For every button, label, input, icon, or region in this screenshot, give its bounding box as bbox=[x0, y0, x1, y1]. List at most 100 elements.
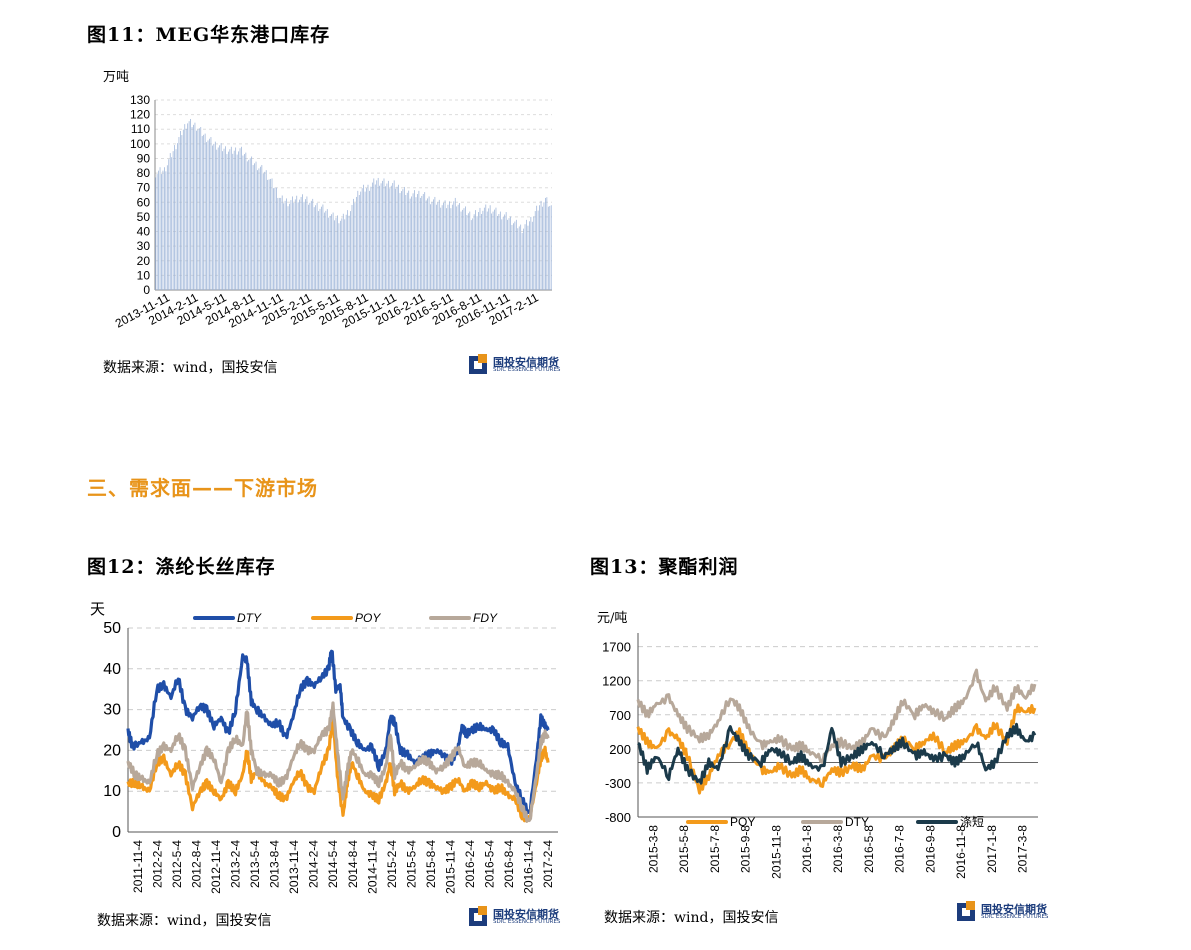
fig11-bar bbox=[207, 140, 209, 290]
fig11-bar bbox=[534, 211, 536, 290]
fig11-bar bbox=[182, 129, 184, 290]
fig11-bar bbox=[209, 138, 210, 290]
fig11-bar bbox=[257, 170, 258, 290]
fig11-bar bbox=[225, 146, 226, 290]
fig11-bar bbox=[514, 221, 516, 290]
fig11-bar bbox=[305, 199, 306, 290]
fig11-bar bbox=[499, 211, 501, 290]
fig11-ytick-label: 130 bbox=[130, 93, 150, 107]
fig11-bar bbox=[337, 215, 338, 290]
fig11-bar bbox=[433, 199, 434, 290]
fig11-bar bbox=[289, 203, 290, 290]
fig11-bar bbox=[339, 220, 341, 290]
fig12-ytick-label: 40 bbox=[103, 661, 121, 678]
fig11-bar bbox=[457, 204, 459, 290]
fig11-bar bbox=[364, 191, 366, 290]
fig11-bar bbox=[502, 216, 504, 290]
fig11-bar bbox=[427, 198, 428, 290]
fig11-bar bbox=[373, 178, 375, 290]
fig11-bar bbox=[261, 165, 263, 290]
fig11-bar bbox=[222, 151, 223, 290]
fig11-bar bbox=[491, 213, 492, 290]
fig13-ytick-label: 1200 bbox=[602, 674, 631, 689]
fig12-xtick-label: 2012-11-4 bbox=[209, 840, 223, 894]
fig11-bar bbox=[198, 128, 200, 290]
fig11-bar bbox=[409, 198, 411, 290]
fig11-bar bbox=[332, 212, 334, 290]
fig11-bar bbox=[210, 137, 212, 290]
fig11-bar bbox=[440, 207, 442, 290]
fig11-bar bbox=[497, 215, 498, 290]
fig11-bar bbox=[443, 202, 444, 290]
fig11-ytick-label: 80 bbox=[137, 166, 151, 180]
fig11-bar bbox=[539, 205, 540, 290]
fig11-bar bbox=[526, 219, 527, 290]
fig11-chart: 01020304050607080901001101201302013-11-1… bbox=[113, 93, 552, 331]
fig11-ytick-label: 0 bbox=[143, 283, 150, 297]
fig11-bar bbox=[489, 205, 491, 290]
fig12-xtick-label: 2012-5-4 bbox=[170, 840, 184, 888]
fig11-bar bbox=[438, 199, 440, 290]
fig11-bar bbox=[313, 207, 315, 290]
fig12-xtick-label: 2013-11-4 bbox=[287, 840, 301, 894]
fig11-bar bbox=[486, 211, 488, 290]
fig11-bar bbox=[518, 226, 520, 290]
fig11-bar bbox=[268, 179, 270, 290]
fig11-bar bbox=[517, 228, 519, 290]
fig11-bar bbox=[217, 147, 219, 290]
fig12-xtick-label: 2014-5-4 bbox=[326, 840, 340, 888]
fig11-bar bbox=[536, 205, 538, 290]
fig11-bar bbox=[465, 206, 466, 290]
fig11-bar bbox=[156, 174, 158, 290]
logo-mark-icon bbox=[955, 901, 977, 923]
fig11-bar bbox=[382, 180, 383, 290]
fig13-xtick-label: 2016-11-8 bbox=[954, 825, 968, 879]
fig11-bar bbox=[498, 214, 500, 290]
fig11-bar bbox=[520, 224, 522, 290]
fig11-bar bbox=[270, 178, 271, 290]
fig11-bar bbox=[294, 199, 296, 290]
fig11-bar bbox=[264, 171, 266, 290]
fig13-xtick-label: 2015-5-8 bbox=[677, 825, 691, 873]
fig11-bar bbox=[307, 204, 309, 290]
logo-en-text: SDIC ESSENCE FUTURES bbox=[493, 918, 561, 925]
fig11-bar bbox=[495, 207, 497, 290]
fig13-xtick-label: 2015-7-8 bbox=[708, 825, 722, 873]
fig11-bar bbox=[334, 220, 335, 290]
fig11-bar bbox=[360, 191, 362, 290]
fig11-bar bbox=[462, 209, 463, 290]
fig11-bar bbox=[515, 219, 517, 290]
fig11-bar bbox=[355, 196, 357, 290]
fig11-bar bbox=[453, 201, 455, 290]
fig11-bar bbox=[377, 177, 379, 290]
fig11-bar bbox=[392, 183, 394, 290]
fig12-ytick-label: 30 bbox=[103, 702, 121, 719]
fig11-bar bbox=[450, 208, 452, 290]
fig11-bar bbox=[494, 209, 495, 290]
fig11-bar bbox=[258, 168, 260, 290]
fig11-bar bbox=[469, 211, 471, 290]
fig12-xtick-label: 2012-2-4 bbox=[150, 840, 164, 888]
fig11-bar bbox=[244, 154, 245, 290]
fig11-bar bbox=[290, 200, 292, 290]
fig11-title: 图11：MEG华东港口库存 bbox=[87, 24, 331, 46]
fig11-bar bbox=[431, 201, 433, 290]
fig11-bar bbox=[180, 130, 181, 290]
fig11-bar bbox=[328, 217, 330, 290]
fig12-xtick-label: 2012-8-4 bbox=[189, 840, 203, 888]
fig11-bar bbox=[168, 159, 170, 290]
fig11-bar bbox=[456, 206, 458, 290]
fig11-bar bbox=[459, 203, 460, 290]
fig11-bar bbox=[508, 218, 510, 290]
fig11-bar bbox=[255, 161, 257, 290]
fig13-xtick-label: 2016-7-8 bbox=[893, 825, 907, 873]
fig12-xtick-label: 2015-5-4 bbox=[404, 840, 418, 888]
fig11-ytick-label: 50 bbox=[137, 210, 151, 224]
fig11-bar bbox=[543, 202, 545, 290]
fig11-bar bbox=[316, 203, 318, 290]
fig11-bar bbox=[280, 197, 282, 290]
fig11-bar bbox=[417, 194, 418, 290]
fig11-bar bbox=[398, 184, 399, 290]
fig11-bar bbox=[286, 198, 287, 290]
fig11-bar bbox=[236, 154, 238, 290]
